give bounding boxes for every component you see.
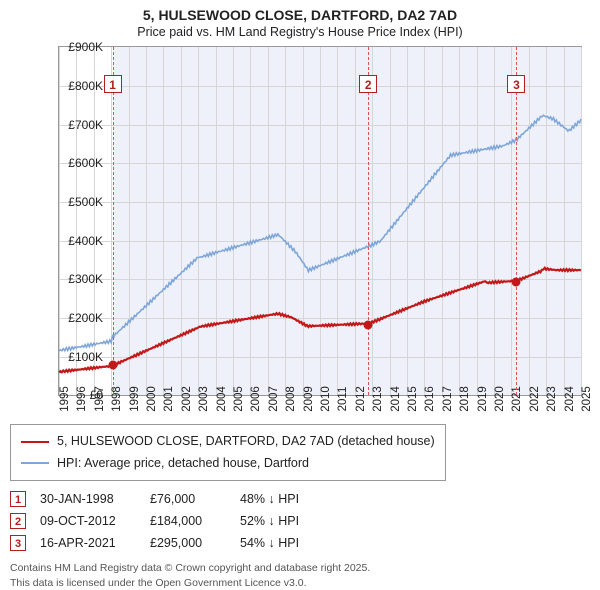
legend-row-property: 5, HULSEWOOD CLOSE, DARTFORD, DA2 7AD (d… <box>21 431 435 452</box>
event-date-1: 30-JAN-1998 <box>40 492 150 506</box>
event-dot-2[interactable] <box>364 320 373 329</box>
event-marker-3: 3 <box>10 535 26 551</box>
footer-line1: Contains HM Land Registry data © Crown c… <box>10 561 590 576</box>
hpi-line-series[interactable] <box>59 116 581 351</box>
property-line-series[interactable] <box>59 268 581 372</box>
event-pct-3: 54% ↓ HPI <box>240 536 590 550</box>
event-pct-2: 52% ↓ HPI <box>240 514 590 528</box>
event-price-1: £76,000 <box>150 492 240 506</box>
event-price-3: £295,000 <box>150 536 240 550</box>
chart-container: 5, HULSEWOOD CLOSE, DARTFORD, DA2 7AD Pr… <box>0 0 600 590</box>
legend-label-property: 5, HULSEWOOD CLOSE, DARTFORD, DA2 7AD (d… <box>57 431 435 452</box>
event-marker-line-2[interactable] <box>368 47 369 395</box>
event-marker-box-1[interactable]: 1 <box>104 75 122 93</box>
x-axis-tick-label: 2025 <box>581 387 593 413</box>
plot-area: 1995 1996 1997 1998 1999 2000 2001 2002 2003 2004… <box>10 44 590 414</box>
legend-row-hpi: HPI: Average price, detached house, Dart… <box>21 453 435 474</box>
event-row-1: 1 30-JAN-1998 £76,000 48% ↓ HPI <box>10 491 590 507</box>
events-table: 1 30-JAN-1998 £76,000 48% ↓ HPI 2 09-OCT… <box>10 491 590 551</box>
gridline-vertical <box>581 47 582 395</box>
event-marker-box-2[interactable]: 2 <box>359 75 377 93</box>
chart-titles: 5, HULSEWOOD CLOSE, DARTFORD, DA2 7AD Pr… <box>0 0 600 40</box>
event-marker-2: 2 <box>10 513 26 529</box>
event-price-2: £184,000 <box>150 514 240 528</box>
legend-box: 5, HULSEWOOD CLOSE, DARTFORD, DA2 7AD (d… <box>10 424 446 481</box>
event-dot-1[interactable] <box>108 361 117 370</box>
plot-inner[interactable]: 1995 1996 1997 1998 1999 2000 2001 2002 2003 2004… <box>58 46 582 396</box>
legend-label-hpi: HPI: Average price, detached house, Dart… <box>57 453 309 474</box>
event-marker-box-3[interactable]: 3 <box>507 75 525 93</box>
footer-line2: This data is licensed under the Open Gov… <box>10 576 590 590</box>
event-marker-line-1[interactable] <box>113 47 114 395</box>
event-dot-3[interactable] <box>512 277 521 286</box>
legend-swatch-property <box>21 441 49 443</box>
event-date-2: 09-OCT-2012 <box>40 514 150 528</box>
event-marker-1: 1 <box>10 491 26 507</box>
event-marker-line-3[interactable] <box>516 47 517 395</box>
event-row-3: 3 16-APR-2021 £295,000 54% ↓ HPI <box>10 535 590 551</box>
chart-title: 5, HULSEWOOD CLOSE, DARTFORD, DA2 7AD <box>0 6 600 24</box>
chart-subtitle: Price paid vs. HM Land Registry's House … <box>0 24 600 40</box>
event-row-2: 2 09-OCT-2012 £184,000 52% ↓ HPI <box>10 513 590 529</box>
series-lines-svg <box>59 47 581 395</box>
footer-text: Contains HM Land Registry data © Crown c… <box>10 561 590 590</box>
event-pct-1: 48% ↓ HPI <box>240 492 590 506</box>
event-date-3: 16-APR-2021 <box>40 536 150 550</box>
legend-swatch-hpi <box>21 462 49 464</box>
